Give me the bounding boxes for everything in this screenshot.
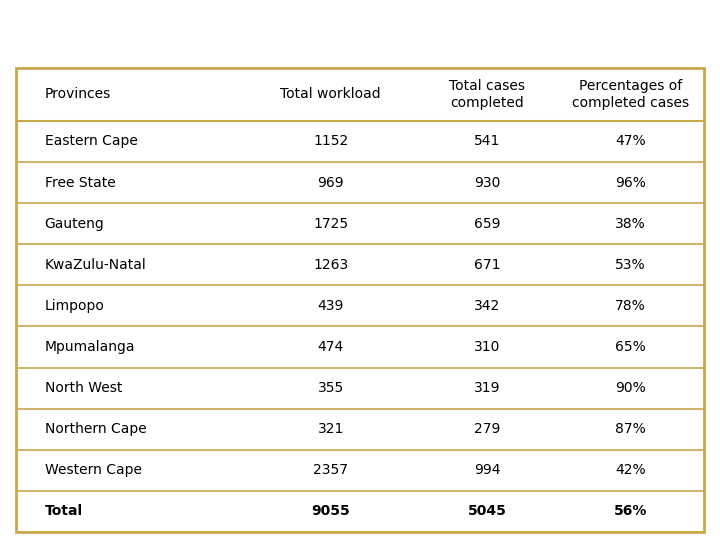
Text: 90%: 90% <box>615 381 646 395</box>
Text: Western Cape: Western Cape <box>45 463 142 477</box>
Text: STATISTICS 2013/14 – WORKLOAD vs COMPLETED CASES: STATISTICS 2013/14 – WORKLOAD vs COMPLET… <box>27 28 554 45</box>
Text: 659: 659 <box>474 217 500 231</box>
Text: Gauteng: Gauteng <box>45 217 104 231</box>
Text: 439: 439 <box>318 299 344 313</box>
Text: 56%: 56% <box>613 504 647 518</box>
Text: 1152: 1152 <box>313 134 348 149</box>
Text: 994: 994 <box>474 463 500 477</box>
Text: KwaZulu-Natal: KwaZulu-Natal <box>45 258 146 272</box>
Text: 2357: 2357 <box>313 463 348 477</box>
Text: 1263: 1263 <box>313 258 348 272</box>
Text: 355: 355 <box>318 381 344 395</box>
Text: North West: North West <box>45 381 122 395</box>
Text: Total cases
completed: Total cases completed <box>449 78 526 110</box>
Text: 969: 969 <box>318 176 344 190</box>
Text: 53%: 53% <box>615 258 645 272</box>
Text: Mpumalanga: Mpumalanga <box>45 340 135 354</box>
Text: Free State: Free State <box>45 176 115 190</box>
Text: 321: 321 <box>318 422 344 436</box>
Text: 47%: 47% <box>615 134 645 149</box>
Text: Total workload: Total workload <box>280 87 381 101</box>
Text: 9055: 9055 <box>311 504 350 518</box>
Text: 65%: 65% <box>615 340 646 354</box>
Text: 310: 310 <box>474 340 500 354</box>
Text: 541: 541 <box>474 134 500 149</box>
Text: Provinces: Provinces <box>45 87 111 101</box>
Text: 1725: 1725 <box>313 217 348 231</box>
Text: Eastern Cape: Eastern Cape <box>45 134 138 149</box>
Text: 930: 930 <box>474 176 500 190</box>
Text: 474: 474 <box>318 340 344 354</box>
Text: 319: 319 <box>474 381 500 395</box>
Text: Limpopo: Limpopo <box>45 299 104 313</box>
Text: 87%: 87% <box>615 422 646 436</box>
Text: Northern Cape: Northern Cape <box>45 422 146 436</box>
Text: 38%: 38% <box>615 217 646 231</box>
Text: Total: Total <box>45 504 83 518</box>
Text: 78%: 78% <box>615 299 646 313</box>
Text: Percentages of
completed cases: Percentages of completed cases <box>572 78 689 110</box>
Text: 279: 279 <box>474 422 500 436</box>
Text: 42%: 42% <box>615 463 645 477</box>
Text: 96%: 96% <box>615 176 646 190</box>
Text: 5045: 5045 <box>468 504 507 518</box>
Text: 342: 342 <box>474 299 500 313</box>
Text: 671: 671 <box>474 258 500 272</box>
